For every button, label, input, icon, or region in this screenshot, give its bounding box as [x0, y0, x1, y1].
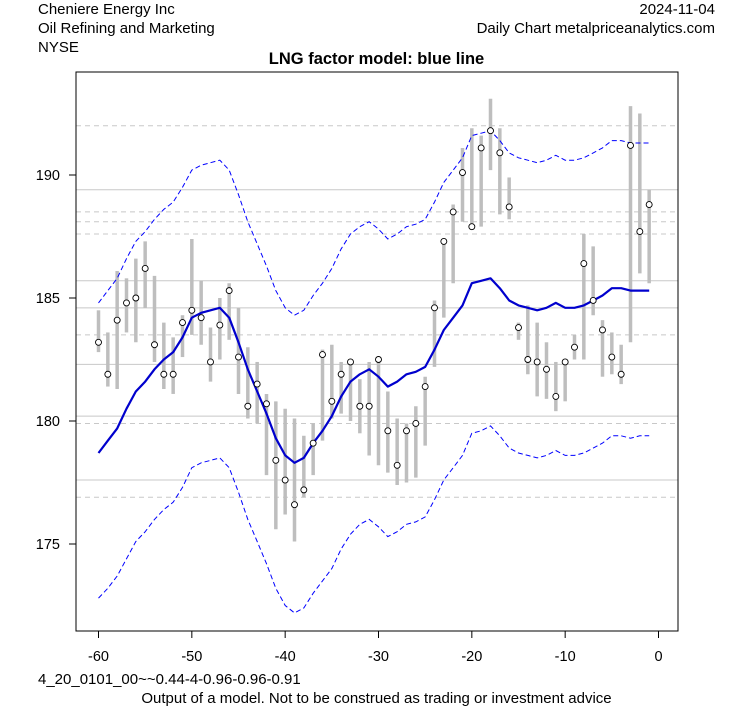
- disclaimer: Output of a model. Not to be construed a…: [141, 690, 612, 707]
- close-point: [487, 127, 494, 135]
- close-point: [188, 306, 196, 314]
- close-point: [300, 486, 308, 494]
- x-tick-label: -50: [181, 649, 202, 665]
- close-point: [403, 427, 410, 435]
- close-point: [95, 338, 102, 346]
- close-point: [496, 149, 504, 157]
- x-tick-label: -40: [275, 649, 296, 665]
- close-point: [291, 501, 298, 509]
- chart-source: Daily Chart metalpriceanalytics.com: [476, 20, 715, 37]
- close-point: [627, 142, 634, 149]
- close-point: [216, 321, 224, 329]
- close-point: [533, 358, 541, 366]
- close-point: [505, 203, 513, 211]
- lower-band-line: [98, 425, 650, 614]
- close-point: [225, 287, 233, 295]
- axes: -60 -50 -40 -30 -20 -10 0 175 180 185 190: [36, 168, 663, 665]
- close-point: [104, 370, 112, 378]
- x-tick-label: -60: [88, 649, 109, 665]
- close-point: [309, 439, 317, 447]
- close-points: [95, 127, 653, 509]
- close-point: [599, 326, 606, 334]
- close-point: [151, 341, 158, 349]
- close-point: [197, 314, 205, 322]
- close-point: [515, 324, 522, 331]
- close-point: [645, 201, 653, 208]
- close-point: [589, 297, 597, 304]
- y-tick-label: 185: [36, 291, 60, 307]
- close-point: [207, 358, 214, 366]
- close-point: [384, 427, 392, 435]
- exchange-label: NYSE: [38, 39, 79, 56]
- model-code: 4_20_0101_00~~0.44-4-0.96-0.96-0.91: [38, 671, 301, 688]
- close-point: [253, 380, 261, 388]
- close-point: [608, 353, 616, 361]
- y-tick-label: 175: [36, 537, 60, 553]
- x-tick-label: -30: [368, 649, 389, 665]
- close-point: [281, 476, 289, 484]
- upper-band-line: [98, 130, 650, 316]
- close-point: [477, 144, 485, 152]
- close-point: [263, 400, 270, 408]
- plot-frame: [75, 71, 679, 632]
- close-point: [337, 370, 345, 378]
- close-point: [347, 358, 354, 366]
- close-point: [328, 397, 336, 405]
- close-point: [319, 351, 326, 359]
- close-point: [141, 265, 149, 272]
- close-point: [431, 304, 438, 312]
- close-point: [524, 356, 532, 363]
- close-point: [580, 260, 588, 268]
- x-tick-label: -10: [555, 649, 576, 665]
- close-point: [244, 402, 252, 410]
- x-tick-label: 0: [654, 649, 662, 665]
- close-point: [160, 370, 168, 378]
- industry-label: Oil Refining and Marketing: [38, 20, 215, 37]
- x-tick-label: -20: [461, 649, 482, 665]
- confidence-bands: [98, 130, 650, 614]
- y-tick-label: 180: [36, 414, 60, 430]
- close-point: [356, 402, 364, 410]
- close-point: [543, 365, 550, 373]
- y-tick-label: 190: [36, 168, 60, 184]
- close-point: [235, 353, 242, 361]
- close-point: [459, 169, 466, 176]
- company-name: Cheniere Energy Inc: [38, 1, 175, 18]
- close-point: [636, 228, 644, 236]
- chart-title: LNG factor model: blue line: [268, 50, 485, 68]
- close-point: [169, 370, 177, 378]
- model-series-line: [97, 277, 650, 464]
- close-point: [449, 208, 457, 216]
- close-point: [412, 420, 420, 427]
- close-point: [375, 356, 382, 363]
- chart-date: 2024-11-04: [639, 1, 715, 18]
- close-point: [468, 223, 476, 231]
- close-point: [179, 319, 186, 327]
- close-point: [123, 299, 130, 307]
- close-point: [571, 343, 578, 351]
- close-point: [113, 316, 121, 324]
- close-point: [365, 402, 373, 410]
- close-point: [617, 370, 625, 378]
- close-point: [552, 392, 560, 400]
- close-point: [421, 383, 429, 391]
- close-point: [440, 237, 448, 245]
- close-point: [132, 294, 140, 302]
- close-point: [272, 456, 280, 464]
- model-line: [97, 277, 650, 464]
- close-point: [393, 461, 401, 469]
- close-point: [561, 358, 569, 366]
